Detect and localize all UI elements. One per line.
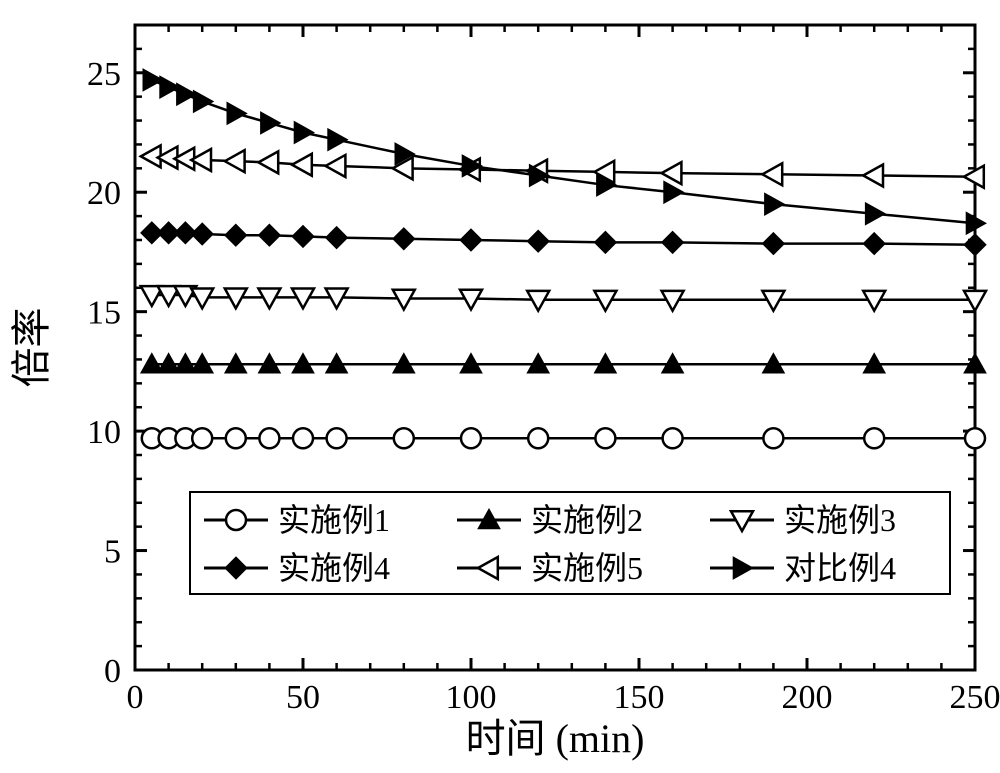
x-axis-title: 时间 (min) [466, 716, 645, 761]
series-s4 [141, 222, 986, 256]
y-tick-label: 5 [104, 534, 121, 571]
y-axis-title: 倍率 [9, 308, 54, 388]
y-tick-label: 0 [104, 653, 121, 690]
legend-item-s3: 实施例3 [710, 502, 896, 538]
chart-container: 0 50 100 150 200 250 0 5 10 15 20 25 时间 (min) 倍率实施例1 实… [0, 0, 1000, 773]
legend-label: 实施例4 [278, 550, 390, 586]
y-tick-label: 15 [87, 295, 121, 332]
legend-label: 实施例2 [531, 502, 643, 538]
series-s6 [143, 69, 986, 234]
chart-svg: 0 50 100 150 200 250 0 5 10 15 20 25 时间 (min) 倍率实施例1 实… [0, 0, 1000, 773]
legend-item-s5: 实施例5 [457, 550, 643, 586]
series-s5 [141, 145, 984, 187]
legend-item-s6: 对比例4 [710, 550, 896, 586]
legend-label: 实施例1 [278, 502, 390, 538]
y-tick-label: 20 [87, 175, 121, 212]
legend-label: 实施例3 [784, 502, 896, 538]
legend-item-s4: 实施例4 [204, 550, 390, 586]
series-s3 [141, 286, 986, 311]
legend-label: 对比例4 [784, 550, 896, 586]
legend-label: 实施例5 [531, 550, 643, 586]
x-tick-label: 250 [950, 679, 1000, 716]
x-tick-label: 100 [446, 679, 497, 716]
legend-item-s2: 实施例2 [457, 502, 643, 538]
legend-item-s1: 实施例1 [204, 502, 390, 538]
x-tick-label: 50 [286, 679, 320, 716]
series-s1 [142, 428, 985, 448]
x-tick-label: 150 [614, 679, 665, 716]
series-s2 [141, 353, 986, 373]
x-tick-label: 0 [127, 679, 144, 716]
y-tick-label: 25 [87, 56, 121, 93]
x-tick-label: 200 [782, 679, 833, 716]
y-tick-label: 10 [87, 414, 121, 451]
